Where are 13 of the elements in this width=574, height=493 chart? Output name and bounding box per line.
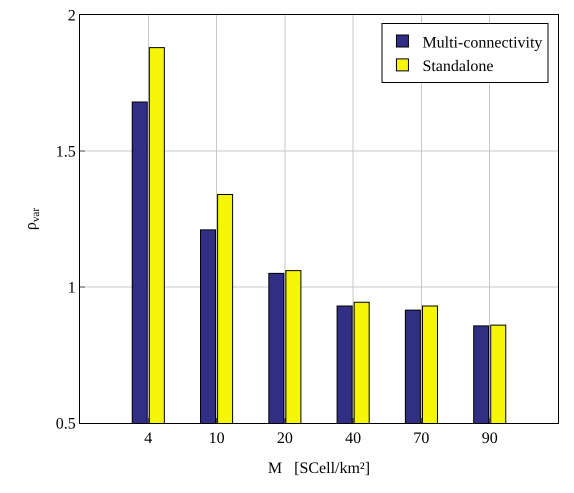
y-tick-label: 1 — [68, 280, 76, 297]
legend-label: Multi-connectivity — [422, 34, 542, 52]
x-tick-label: 90 — [482, 430, 498, 448]
legend-label: Standalone — [422, 58, 494, 76]
x-axis-title: M [SCell/km²] — [268, 460, 370, 477]
x-tick-label: 4 — [144, 430, 152, 448]
y-tick-label: 0.5 — [56, 416, 76, 433]
x-tick-label: 40 — [345, 430, 362, 448]
x-tick-label: 10 — [208, 430, 225, 448]
x-tick-label: 70 — [413, 430, 430, 448]
y-tick-label: 2 — [68, 8, 76, 25]
x-tick-label: 20 — [276, 430, 293, 448]
y-tick-label: 1.5 — [56, 144, 76, 161]
